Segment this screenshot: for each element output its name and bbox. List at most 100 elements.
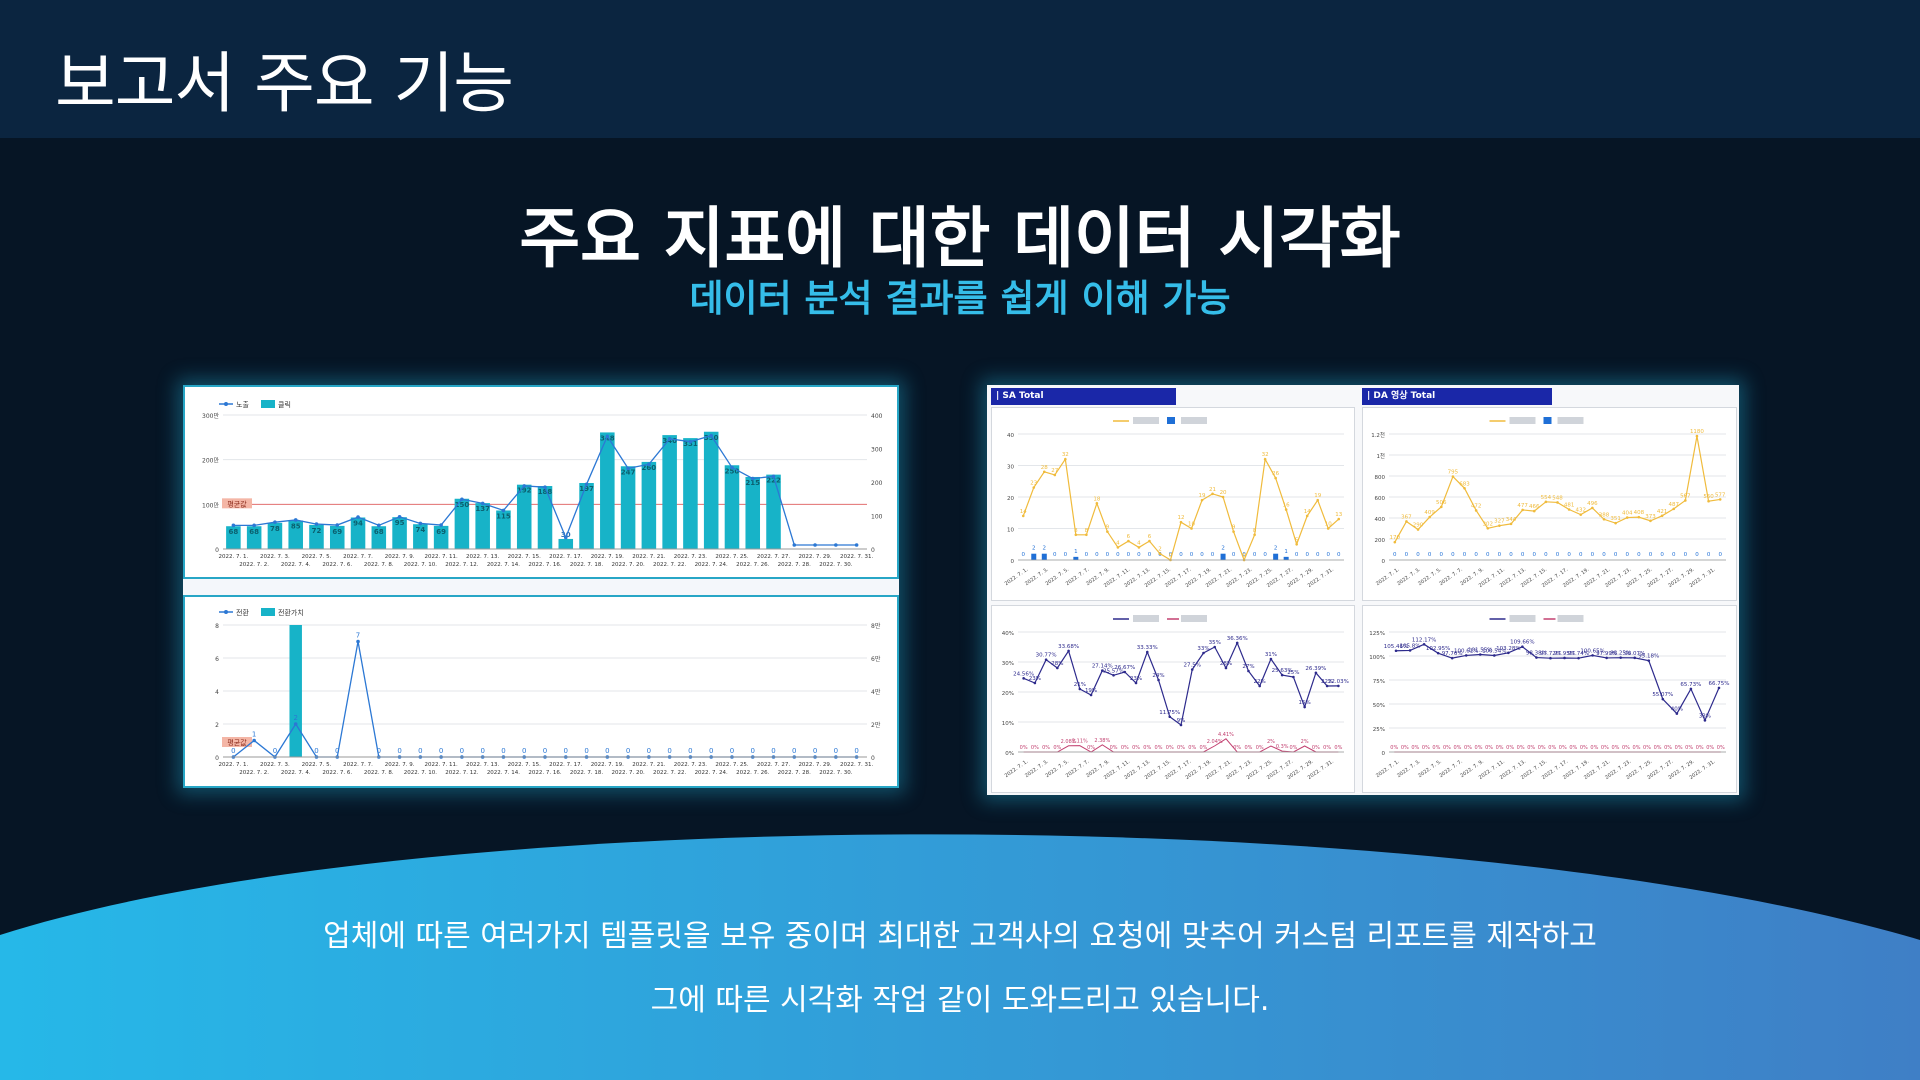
line-point xyxy=(1717,686,1721,690)
y-tick-label: 2 xyxy=(215,722,219,729)
line-point xyxy=(543,485,547,489)
line-point xyxy=(1579,513,1583,516)
conversions-panel: 전환 전환가치 0 2 4 6 8 0 2만 4만 6만 8만 평균값 0 1 0 2 0 0 7 0 0 0 0 0 0 0 0 0 0… xyxy=(183,595,899,788)
x-tick-label: 2022. 7. 30. xyxy=(819,562,852,568)
line-point xyxy=(1157,678,1160,682)
data-label: 0 xyxy=(564,747,568,755)
x-tick-label: 2022. 7. 28. xyxy=(778,770,811,776)
data-label: 548 xyxy=(1552,495,1563,501)
data-label: 2.11% xyxy=(1072,739,1088,745)
x-tick-label: 2022. 7. 7. xyxy=(343,554,373,560)
data-label: 0% xyxy=(1087,745,1095,751)
line-point xyxy=(397,514,402,519)
legend-bar-icon xyxy=(1167,417,1175,424)
data-label: 0% xyxy=(1590,745,1598,751)
data-label: 18 xyxy=(1093,496,1100,502)
x-tick-label: 2022. 7. 6. xyxy=(322,770,352,776)
data-label: 481 xyxy=(1564,502,1575,508)
data-label: 421 xyxy=(1657,509,1668,515)
line-point xyxy=(1292,675,1295,679)
x-tick-label: 2022. 7. 14. xyxy=(487,770,520,776)
footer-description: 업체에 따른 여러가지 템플릿을 보유 중이며 최대한 고객사의 요청에 맞추어… xyxy=(0,905,1920,1033)
data-label: 4 xyxy=(1116,540,1120,546)
y-tick-label: 200 xyxy=(1375,538,1386,544)
bar xyxy=(267,522,283,549)
data-label: 26.67% xyxy=(1114,665,1135,671)
line-point xyxy=(1647,659,1651,662)
y-tick-label: 6 xyxy=(215,656,219,663)
data-label: 0% xyxy=(1643,745,1651,751)
data-label: 0 xyxy=(1416,552,1420,558)
data-label: 33% xyxy=(1699,713,1711,719)
data-label: 0% xyxy=(1506,745,1514,751)
x-tick-label: 2022. 7. 8. xyxy=(364,562,394,568)
y-tick-label: 100% xyxy=(1369,655,1385,661)
series-line xyxy=(1396,643,1720,722)
x-tick-label: 2022. 7. 4. xyxy=(281,770,311,776)
y2-tick-label: 4만 xyxy=(871,688,881,696)
data-label: 66.75% xyxy=(1708,681,1729,687)
data-label: 0 xyxy=(1326,552,1330,558)
data-label: 23 xyxy=(1030,481,1037,487)
x-tick-label: 2022. 7. 10. xyxy=(404,562,437,568)
x-tick-label: 2022. 7. 9. xyxy=(385,762,415,768)
bar xyxy=(1220,553,1226,560)
da-volume-chart: 0 200 400 600 800 1천 1.2천 0 0 0 0 0 0 0 0 0 0 0 0 0 0 0 0 0 0 0 0 0… xyxy=(1371,417,1726,589)
data-label: 0% xyxy=(1188,745,1196,751)
data-label: 21% xyxy=(1074,682,1086,688)
data-label: 103.28% xyxy=(1496,646,1520,652)
line-point xyxy=(1422,643,1426,646)
line-point xyxy=(1158,552,1162,555)
y-tick-label: 0 xyxy=(215,547,219,554)
sa-rate-panel: 0% 10% 20% 30% 40% 0% 0% 0% 0% 2.08% 2.11% 0% 2.38% 0… xyxy=(991,605,1355,793)
data-label: 0 xyxy=(1337,552,1341,558)
data-label: 0 xyxy=(1169,553,1173,559)
legend-dot-icon xyxy=(224,610,228,614)
data-label: 2.08% xyxy=(1061,739,1077,745)
x-tick-label: 2022. 7. 19. xyxy=(591,762,624,768)
x-tick-label: 2022. 7. 11. xyxy=(425,762,458,768)
data-label: 0% xyxy=(1611,745,1619,751)
line-point xyxy=(1022,677,1025,680)
line-point xyxy=(1247,669,1250,673)
x-tick-label: 2022. 7. 26. xyxy=(736,770,769,776)
legend-label-blurred xyxy=(1509,417,1536,424)
x-tick-label: 2022. 7. 17. xyxy=(549,554,582,560)
data-label: 1180 xyxy=(1690,429,1704,435)
data-label: 5 xyxy=(1295,537,1299,543)
data-label: 350 xyxy=(704,434,719,442)
data-label: 0 xyxy=(1064,552,1068,558)
data-label: 302 xyxy=(1483,521,1494,527)
line-point xyxy=(626,466,630,471)
line-point xyxy=(1436,651,1440,655)
line-point xyxy=(1614,521,1617,525)
data-label: 0 xyxy=(1533,552,1537,558)
line-point xyxy=(1509,522,1513,526)
x-tick-label: 2022. 7. 8. xyxy=(364,770,394,776)
data-label: 0 xyxy=(854,747,858,755)
y-tick-label: 20% xyxy=(1002,691,1014,697)
data-label: 0% xyxy=(1706,745,1714,751)
data-label: 8 xyxy=(1074,528,1078,534)
data-label: 0 xyxy=(418,747,422,755)
data-label: 28% xyxy=(1220,661,1232,667)
data-label: 0 xyxy=(397,747,401,755)
y-tick-label: 40 xyxy=(1007,433,1014,439)
data-label: 0% xyxy=(1155,745,1163,751)
data-label: 11.75% xyxy=(1159,710,1180,716)
x-tick-label: 2022. 7. 20. xyxy=(611,562,644,568)
data-label: 560 xyxy=(1703,494,1714,500)
data-label: 0 xyxy=(1393,552,1397,558)
data-label: 290 xyxy=(1413,523,1424,529)
bar xyxy=(1073,556,1079,560)
line-point xyxy=(1033,681,1037,685)
bar xyxy=(558,538,574,549)
data-label: 0 xyxy=(1242,553,1246,559)
line-point xyxy=(1137,546,1141,549)
data-label: 192 xyxy=(517,487,532,495)
data-label: 0% xyxy=(1042,745,1050,751)
line-point xyxy=(1428,515,1431,519)
line-point xyxy=(1591,654,1594,657)
